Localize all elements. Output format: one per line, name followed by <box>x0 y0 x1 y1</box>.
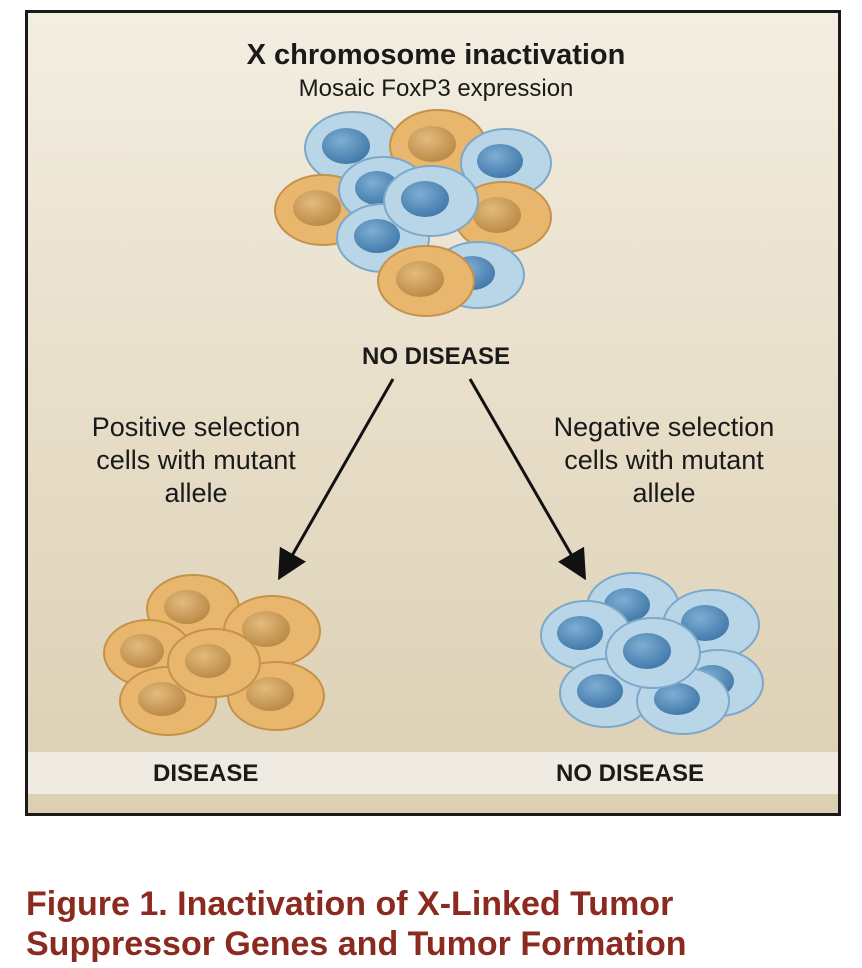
blue-cell <box>605 617 701 689</box>
cell-diagram <box>103 109 764 736</box>
status-band <box>28 752 838 794</box>
orange-cell <box>377 245 475 317</box>
orange-cell <box>167 628 261 698</box>
caption-line: Suppressor Genes and Tumor Formation <box>26 925 687 963</box>
negative-selection-line: allele <box>632 478 696 508</box>
figure-caption: Figure 1. Inactivation of X-Linked Tumor… <box>26 884 846 964</box>
positive-selection-line: allele <box>164 478 228 508</box>
figure-subtitle: Mosaic FoxP3 expression <box>298 75 574 102</box>
mutant-cell-cluster <box>103 574 325 736</box>
mosaic-cell-cluster <box>274 109 552 317</box>
orange-cell <box>454 181 552 253</box>
disease-label: DISEASE <box>153 760 259 787</box>
negative-selection-line: Negative selection <box>553 412 775 442</box>
figure-panel: X chromosome inactivation Mosaic FoxP3 e… <box>25 10 841 816</box>
positive-selection-line: cells with mutant <box>96 445 296 475</box>
positive-selection-label: Positive selection cells with mutant all… <box>36 411 356 510</box>
normal-cell-cluster <box>540 572 764 735</box>
negative-selection-line: cells with mutant <box>564 445 764 475</box>
negative-selection-arrow <box>468 378 586 581</box>
blue-cell <box>383 165 479 237</box>
no-disease-label: NO DISEASE <box>556 760 705 787</box>
caption-line: Figure 1. Inactivation of X-Linked Tumor <box>26 885 674 923</box>
positive-selection-line: Positive selection <box>91 412 301 442</box>
negative-selection-label: Negative selection cells with mutant all… <box>504 411 824 510</box>
positive-selection-arrow <box>278 378 395 581</box>
figure-title: X chromosome inactivation <box>246 39 626 71</box>
top-status-label: NO DISEASE <box>361 343 511 370</box>
